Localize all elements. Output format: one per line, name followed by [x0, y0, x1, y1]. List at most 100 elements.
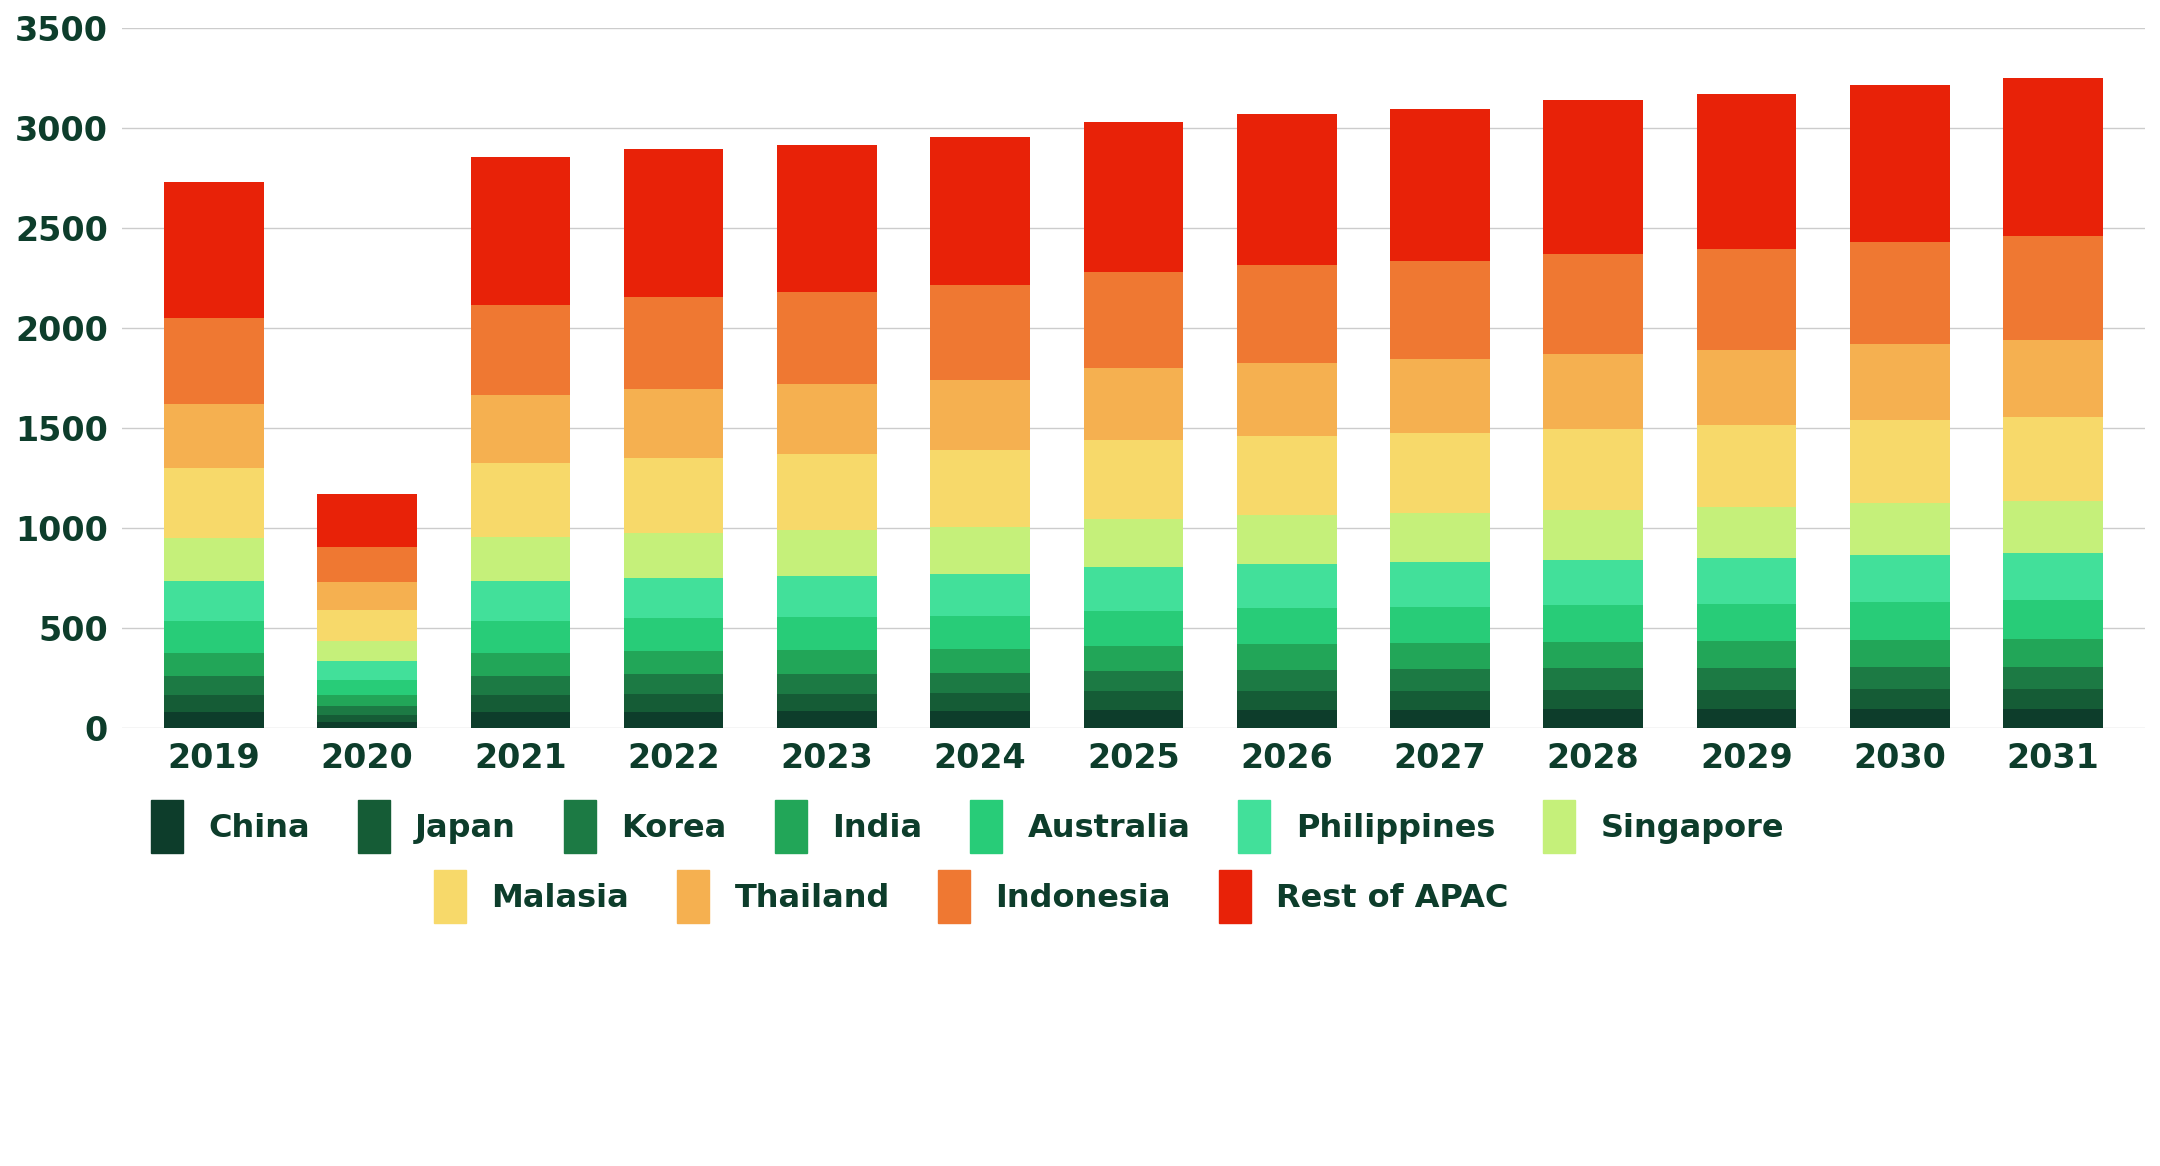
Bar: [1544, 561, 1644, 605]
Bar: [164, 405, 264, 468]
Bar: [1084, 272, 1184, 368]
Bar: [624, 458, 724, 533]
Bar: [1544, 100, 1644, 254]
Bar: [164, 182, 264, 318]
Bar: [624, 711, 724, 728]
Bar: [471, 538, 570, 581]
Bar: [1084, 519, 1184, 568]
Bar: [471, 157, 570, 305]
Bar: [164, 621, 264, 653]
Bar: [1544, 254, 1644, 354]
Bar: [471, 581, 570, 621]
Bar: [1849, 241, 1950, 344]
Bar: [1698, 668, 1797, 690]
Bar: [778, 384, 877, 454]
Bar: [624, 694, 724, 711]
Bar: [931, 138, 1030, 286]
Bar: [931, 527, 1030, 574]
Bar: [1238, 691, 1337, 710]
Bar: [2002, 417, 2104, 501]
Bar: [778, 674, 877, 694]
Bar: [318, 661, 417, 680]
Bar: [318, 547, 417, 582]
Bar: [1544, 605, 1644, 642]
Bar: [2002, 501, 2104, 554]
Bar: [1391, 710, 1490, 728]
Bar: [471, 463, 570, 538]
Bar: [1698, 93, 1797, 250]
Bar: [164, 676, 264, 695]
Bar: [778, 651, 877, 674]
Bar: [1544, 354, 1644, 429]
Bar: [1849, 640, 1950, 667]
Bar: [318, 610, 417, 641]
Bar: [624, 651, 724, 674]
Bar: [1238, 609, 1337, 645]
Bar: [624, 149, 724, 297]
Bar: [1698, 350, 1797, 426]
Bar: [1391, 513, 1490, 562]
Bar: [318, 707, 417, 715]
Bar: [318, 695, 417, 707]
Bar: [318, 680, 417, 695]
Bar: [1544, 668, 1644, 690]
Bar: [318, 641, 417, 661]
Bar: [931, 616, 1030, 649]
Bar: [318, 582, 417, 610]
Bar: [1698, 709, 1797, 728]
Bar: [1238, 436, 1337, 515]
Bar: [931, 574, 1030, 616]
Bar: [1238, 564, 1337, 609]
Bar: [1391, 359, 1490, 433]
Bar: [318, 722, 417, 728]
Bar: [1698, 559, 1797, 604]
Bar: [1238, 710, 1337, 728]
Bar: [1849, 420, 1950, 504]
Bar: [1849, 667, 1950, 689]
Bar: [2002, 689, 2104, 709]
Bar: [624, 618, 724, 651]
Bar: [778, 531, 877, 576]
Bar: [1238, 515, 1337, 564]
Bar: [931, 674, 1030, 694]
Bar: [1238, 363, 1337, 436]
Bar: [1849, 344, 1950, 420]
Legend: Malasia, Thailand, Indonesia, Rest of APAC: Malasia, Thailand, Indonesia, Rest of AP…: [421, 857, 1521, 936]
Bar: [1849, 689, 1950, 709]
Bar: [1084, 646, 1184, 670]
Bar: [1084, 611, 1184, 646]
Bar: [1391, 690, 1490, 710]
Bar: [1391, 433, 1490, 513]
Bar: [471, 712, 570, 728]
Bar: [1698, 507, 1797, 559]
Bar: [471, 621, 570, 653]
Bar: [778, 145, 877, 292]
Bar: [2002, 600, 2104, 639]
Bar: [1544, 511, 1644, 561]
Bar: [1084, 710, 1184, 728]
Bar: [1084, 691, 1184, 710]
Bar: [164, 712, 264, 728]
Bar: [1544, 709, 1644, 728]
Bar: [931, 711, 1030, 728]
Bar: [471, 676, 570, 695]
Bar: [164, 581, 264, 621]
Bar: [1698, 604, 1797, 641]
Bar: [1238, 114, 1337, 266]
Bar: [1084, 441, 1184, 519]
Bar: [1698, 250, 1797, 350]
Bar: [2002, 639, 2104, 667]
Bar: [1698, 641, 1797, 668]
Bar: [2002, 339, 2104, 417]
Bar: [1544, 690, 1644, 709]
Bar: [1849, 555, 1950, 602]
Bar: [1238, 645, 1337, 670]
Bar: [1391, 607, 1490, 644]
Bar: [164, 538, 264, 581]
Bar: [164, 653, 264, 676]
Bar: [471, 395, 570, 463]
Bar: [624, 389, 724, 458]
Bar: [1084, 122, 1184, 272]
Bar: [1391, 108, 1490, 261]
Bar: [931, 380, 1030, 450]
